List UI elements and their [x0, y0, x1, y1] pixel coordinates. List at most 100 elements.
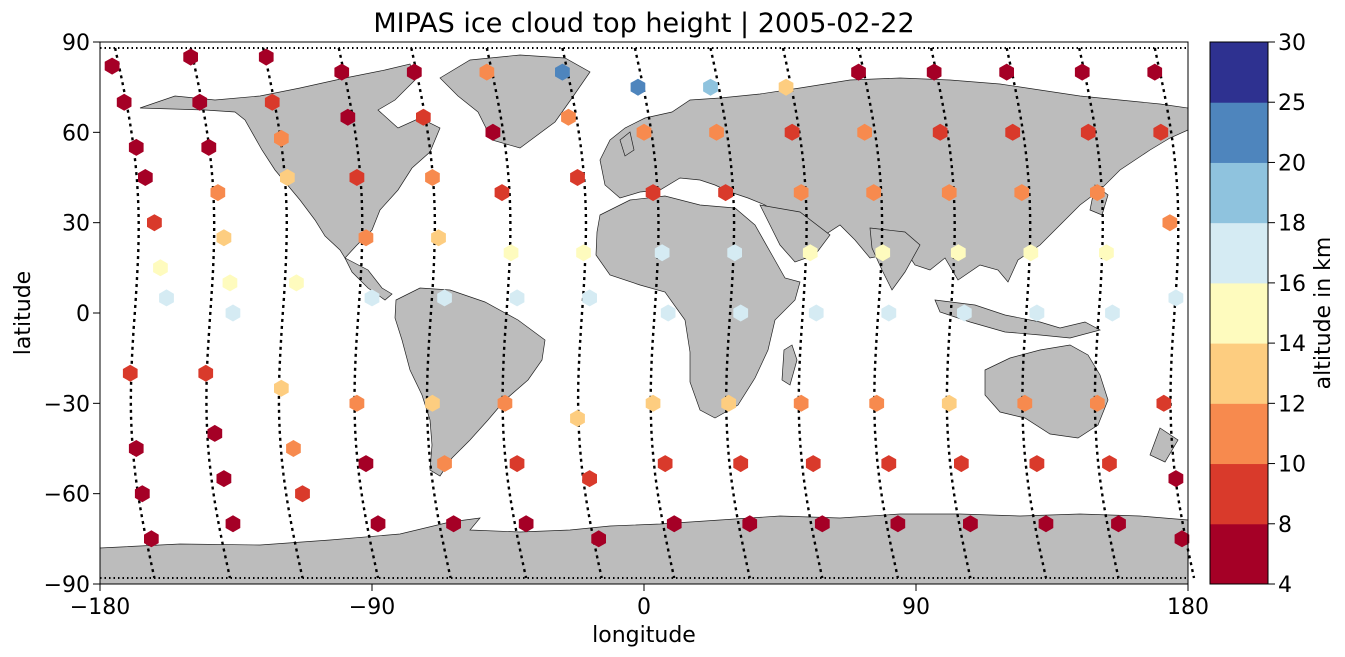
- data-point-39: [406, 63, 422, 81]
- y-tick-label-1: 90: [62, 31, 90, 56]
- data-point-42: [431, 229, 446, 247]
- data-point-118: [1111, 515, 1126, 533]
- y-tick-label-3: 30: [62, 212, 90, 237]
- data-point-111: [1074, 63, 1090, 81]
- data-point-20: [207, 424, 223, 442]
- x-axis: −180 −90 0 90 180: [70, 584, 1209, 620]
- data-point-2: [116, 93, 132, 111]
- data-point-30: [295, 485, 310, 503]
- data-point-37: [358, 455, 374, 473]
- data-point-33: [349, 169, 365, 186]
- x-tick-label-1: −180: [70, 595, 130, 620]
- colorbar-tick-label-9: 25: [1278, 91, 1306, 116]
- indonesia-land: [934, 299, 1101, 339]
- x-tick-label-5: 180: [1167, 595, 1209, 620]
- data-point-24: [264, 93, 280, 111]
- data-point-14: [201, 138, 217, 156]
- data-point-59: [582, 289, 597, 307]
- data-point-124: [1168, 470, 1184, 488]
- colorbar-tick-label-8: 20: [1278, 151, 1306, 176]
- data-point-87: [851, 63, 866, 81]
- colorbar-tick-label-6: 16: [1278, 272, 1306, 297]
- data-point-15: [210, 184, 226, 202]
- data-point-102: [963, 515, 978, 533]
- data-point-49: [494, 184, 510, 202]
- central-america-land: [344, 257, 393, 301]
- data-point-77: [733, 455, 749, 473]
- orbit-track-9: [709, 47, 751, 579]
- data-point-86: [814, 515, 830, 533]
- data-point-116: [1090, 394, 1105, 412]
- madagascar-land: [781, 344, 798, 386]
- data-point-113: [1090, 184, 1105, 202]
- colorbar-segment-3: [1210, 403, 1268, 465]
- data-point-68: [645, 394, 661, 412]
- data-point-119: [1147, 63, 1163, 81]
- data-point-27: [289, 274, 304, 292]
- data-point-107: [1029, 304, 1045, 322]
- data-point-41: [425, 169, 440, 186]
- data-point-54: [518, 515, 534, 533]
- data-point-105: [1014, 184, 1030, 202]
- data-point-6: [153, 259, 168, 277]
- data-point-94: [890, 515, 906, 533]
- orbit-track-6: [485, 47, 528, 579]
- data-point-7: [159, 289, 174, 307]
- data-point-92: [869, 394, 885, 412]
- data-point-31: [334, 63, 350, 81]
- data-point-98: [950, 244, 966, 262]
- colorbar-tick-label-10: 30: [1278, 31, 1306, 56]
- colorbar-frame: [1209, 41, 1269, 585]
- colorbar-segment-2: [1210, 463, 1268, 525]
- data-point-114: [1099, 244, 1114, 262]
- data-point-44: [425, 394, 440, 412]
- data-point-19: [198, 364, 214, 382]
- data-point-1: [104, 57, 120, 75]
- data-point-28: [274, 379, 289, 397]
- data-point-82: [802, 244, 818, 262]
- x-tick-label-3: 0: [637, 595, 651, 620]
- orbit-track-5: [410, 47, 452, 579]
- data-point-88: [857, 123, 872, 141]
- data-point-123: [1156, 394, 1172, 412]
- colorbar-label: altitude in km: [1311, 237, 1336, 390]
- data-point-84: [793, 394, 809, 412]
- data-point-106: [1023, 244, 1039, 262]
- data-point-73: [718, 184, 733, 202]
- south-america-land: [394, 287, 546, 477]
- data-point-4: [138, 169, 153, 186]
- data-point-110: [1038, 515, 1054, 533]
- data-point-89: [866, 184, 882, 202]
- data-point-52: [497, 394, 513, 412]
- colorbar-segment-8: [1210, 102, 1268, 163]
- colorbar-segment-5: [1210, 282, 1268, 344]
- data-point-12: [183, 48, 198, 66]
- data-point-62: [591, 530, 606, 548]
- data-point-120: [1153, 123, 1169, 141]
- colorbar-tick-label-1: 4: [1278, 573, 1292, 598]
- orbit-track-7: [561, 47, 603, 579]
- colorbar-segment-6: [1210, 222, 1268, 284]
- data-point-85: [805, 455, 821, 473]
- data-point-9: [128, 440, 144, 457]
- orbit-track-4: [337, 47, 380, 579]
- eurasia-land: [599, 77, 1189, 283]
- data-point-115: [1105, 304, 1120, 322]
- y-tick-label-5: −30: [44, 392, 90, 417]
- data-point-78: [742, 515, 758, 533]
- data-point-57: [570, 169, 585, 186]
- data-point-121: [1162, 214, 1178, 232]
- y-axis: 90 60 30 0 −30 −60 −90: [44, 31, 100, 598]
- colorbar-tick-label-2: 8: [1278, 513, 1292, 538]
- data-point-96: [932, 123, 948, 141]
- data-point-3: [128, 138, 144, 156]
- data-point-100: [941, 394, 957, 412]
- orbit-track-11: [857, 47, 900, 579]
- data-point-13: [192, 93, 208, 111]
- data-point-71: [703, 78, 718, 96]
- chart-title: MIPAS ice cloud top height | 2005-02-22: [373, 8, 914, 39]
- data-point-11: [144, 530, 159, 548]
- data-point-45: [437, 455, 452, 473]
- land-masses: [99, 54, 1189, 585]
- antarctica-land: [99, 513, 1189, 585]
